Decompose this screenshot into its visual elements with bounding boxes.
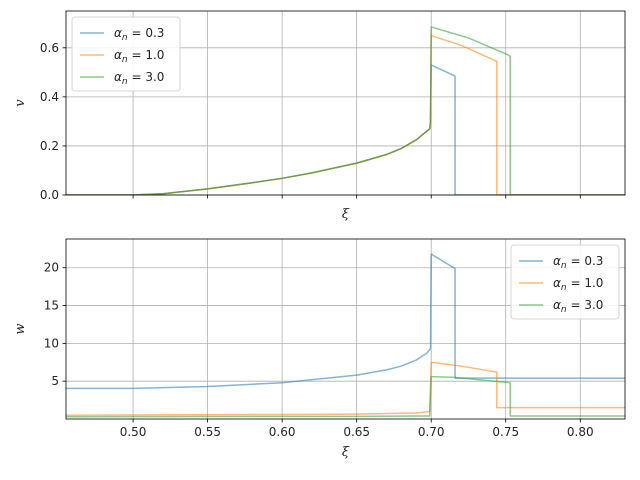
y-tick-label: 20 xyxy=(44,261,59,275)
legend-entry: αn = 3.0 xyxy=(553,298,603,315)
y-tick-label: 10 xyxy=(44,336,59,350)
axes-frame xyxy=(65,10,626,196)
legend: αn = 0.3 αn = 1.0 αn = 3.0 xyxy=(71,16,181,92)
y-tick-label: 0.6 xyxy=(40,41,59,55)
legend: αn = 0.3 αn = 1.0 αn = 3.0 xyxy=(510,244,620,320)
legend-entry: αn = 0.3 xyxy=(553,254,603,271)
y-tick-label: 0.0 xyxy=(40,188,59,202)
chart-1: 0.0 0.2 0.4 0.6 ξ v αn = 0.3 αn = 1.0 αn = 3.0 xyxy=(13,10,626,222)
x-axis-label: ξ xyxy=(342,207,350,222)
y-tick-label: 5 xyxy=(51,374,59,388)
x-tick-label: 0.75 xyxy=(492,425,519,439)
x-tick-label: 0.55 xyxy=(194,425,221,439)
series-line-3 xyxy=(66,26,625,195)
legend-entry: αn = 0.3 xyxy=(114,26,164,43)
legend-frame xyxy=(510,244,620,320)
series-line-3 xyxy=(66,375,625,418)
x-tick-label: 0.80 xyxy=(567,425,594,439)
series-group xyxy=(66,253,625,418)
chart-2: 0.50 0.55 0.60 0.65 0.70 0.75 0.80 5 10 15 20 ξ w αn … xyxy=(13,238,626,460)
y-axis-label: v xyxy=(13,99,28,107)
y-tick-label: 0.2 xyxy=(40,139,59,153)
legend-frame xyxy=(71,16,181,92)
legend-entry: αn = 1.0 xyxy=(553,276,603,293)
x-tick-label: 0.50 xyxy=(120,425,147,439)
legend-entry: αn = 3.0 xyxy=(114,70,164,87)
x-tick-label: 0.60 xyxy=(269,425,296,439)
legend-entry: αn = 1.0 xyxy=(114,48,164,65)
y-tick-label: 15 xyxy=(44,299,59,313)
y-axis-label: w xyxy=(13,323,28,334)
x-tick-label: 0.70 xyxy=(418,425,445,439)
y-tick-label: 0.4 xyxy=(40,90,59,104)
x-tick-label: 0.65 xyxy=(343,425,370,439)
series-line-1 xyxy=(66,253,625,390)
axes-frame xyxy=(65,238,626,420)
x-axis-label: ξ xyxy=(342,445,350,460)
series-group xyxy=(66,26,625,195)
